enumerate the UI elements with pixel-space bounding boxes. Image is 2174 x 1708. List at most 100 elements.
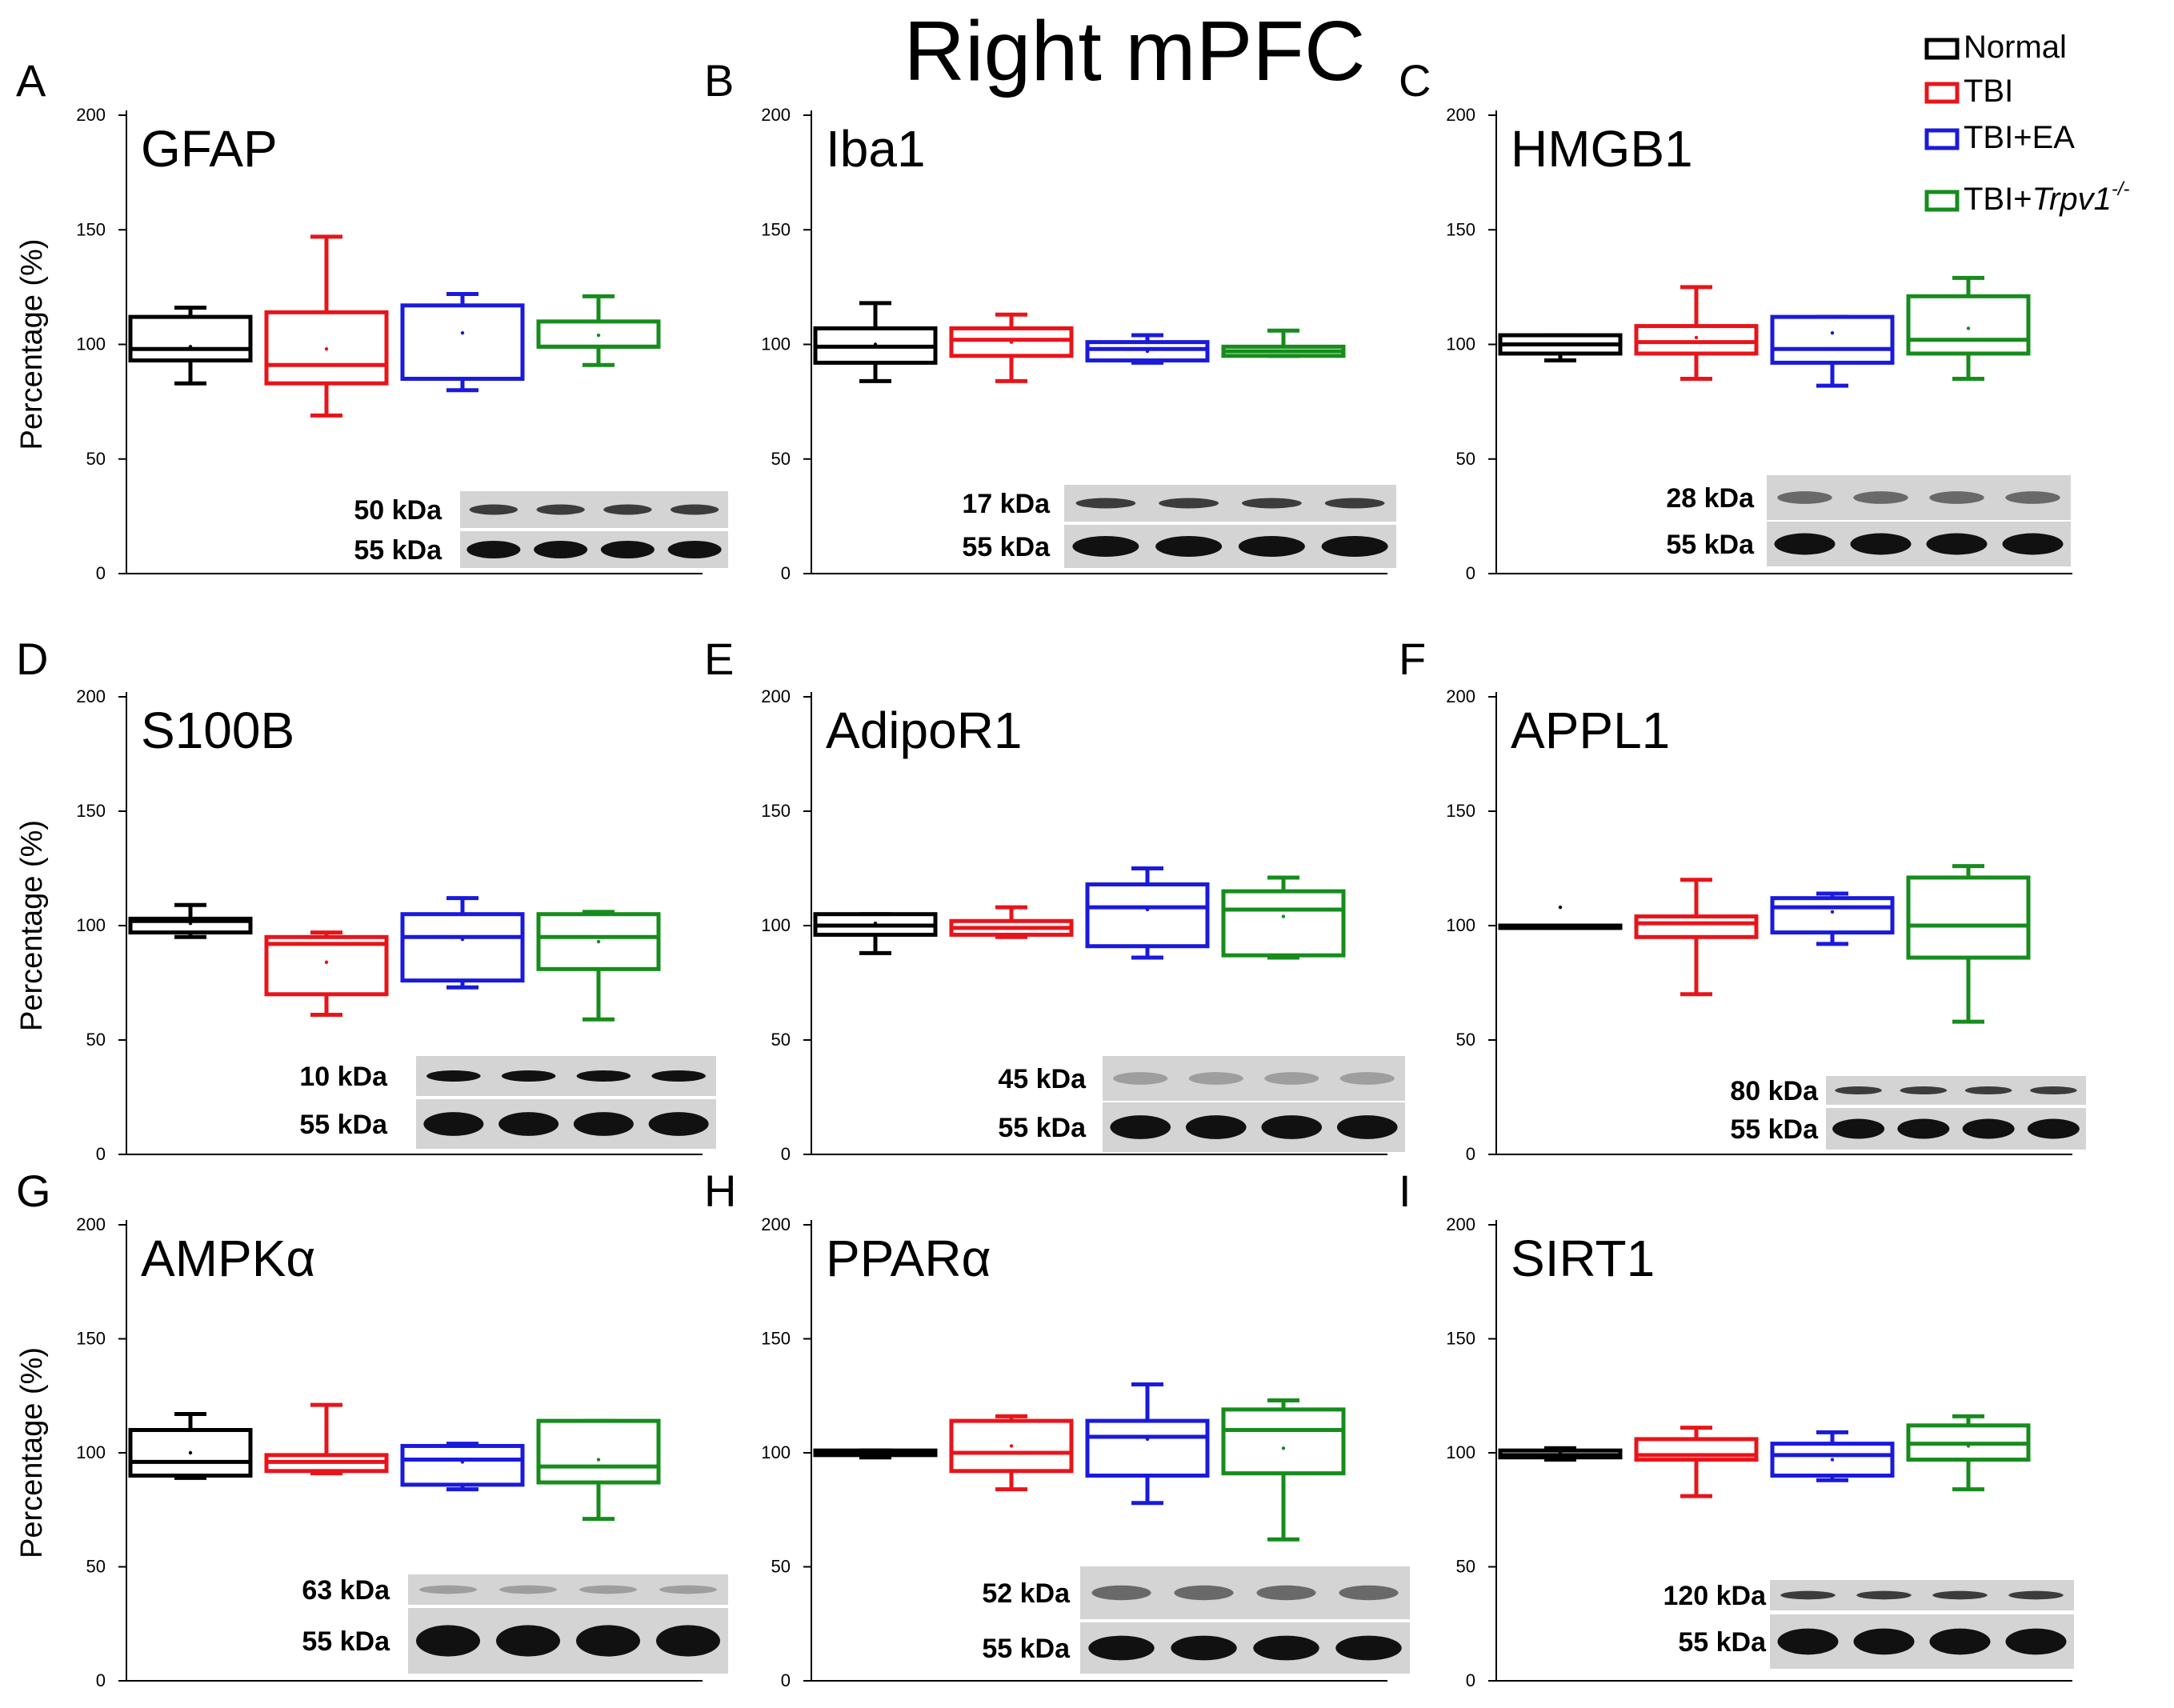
blot-label-loading: 55 kDa <box>1666 530 1755 560</box>
y-tick-label: 200 <box>76 686 106 706</box>
mean-marker <box>1281 349 1286 354</box>
blot-label-target: 28 kDa <box>1666 483 1755 514</box>
blot-band-target <box>469 504 518 515</box>
box-tbi-ea <box>1085 333 1210 365</box>
blot-band-target <box>603 504 652 515</box>
y-tick-label: 150 <box>1446 1329 1475 1349</box>
mean-marker <box>460 1460 465 1464</box>
y-tick-label: 50 <box>86 449 106 469</box>
box-iqr <box>1085 882 1210 949</box>
western-blot: 17 kDa 55 kDa <box>962 485 1396 568</box>
box-tbi <box>264 930 389 1018</box>
box-tbi-ea <box>1085 1382 1210 1506</box>
marker-title: AMPKα <box>141 1230 315 1287</box>
marker-title: AdipoR1 <box>826 702 1023 759</box>
y-tick-label: 50 <box>1456 1030 1475 1050</box>
box-normal <box>813 1448 938 1460</box>
blot-band-loading <box>1832 1118 1885 1139</box>
y-tick-label: 0 <box>781 1144 791 1164</box>
marker-title: PPARα <box>826 1230 991 1287</box>
mean-marker <box>1558 905 1563 910</box>
blot-band-loading <box>1110 1115 1171 1139</box>
western-blot: 45 kDa 55 kDa <box>998 1056 1405 1152</box>
panel-g: G 0 50 100 150 200 Percentage (%) AMPKα 63 kDa 55… <box>15 1166 728 1690</box>
mean-marker <box>1966 326 1971 330</box>
blot-band-loading <box>498 1112 559 1136</box>
blot-band-loading <box>2002 533 2064 555</box>
blot-label-target: 63 kDa <box>302 1575 390 1606</box>
blot-band-loading <box>416 1625 480 1657</box>
box-normal <box>1498 1446 1623 1462</box>
panel-e: E 0 50 100 150 200 AdipoR1 45 kDa 55 kDa <box>704 634 1405 1164</box>
blot-label-loading: 55 kDa <box>299 1110 388 1140</box>
panel-letter: I <box>1399 1166 1411 1216</box>
mean-marker <box>1830 1458 1835 1462</box>
blot-band-target <box>1264 1072 1319 1085</box>
blot-band-target <box>1964 1086 2012 1095</box>
box-iqr <box>1770 1442 1895 1478</box>
blot-band-loading <box>1774 533 1836 555</box>
blot-band-loading <box>2005 1628 2067 1655</box>
blot-band-loading <box>576 1625 640 1657</box>
box-tbi <box>1634 1426 1759 1498</box>
mean-marker <box>324 347 329 351</box>
mean-marker <box>596 1458 601 1462</box>
y-tick-label: 200 <box>761 686 791 706</box>
y-tick-label: 150 <box>76 219 106 239</box>
blot-band-target <box>1339 1072 1395 1085</box>
box-tbi-trpv1 <box>1221 1398 1346 1542</box>
blot-label-loading: 55 kDa <box>302 1626 390 1657</box>
y-tick-label: 200 <box>76 105 106 125</box>
blot-label-loading: 55 kDa <box>1678 1627 1767 1658</box>
blot-band-target <box>1339 1585 1399 1601</box>
mean-marker <box>1558 342 1563 346</box>
legend-label: TBI+EA <box>1964 120 2075 155</box>
box-tbi-ea <box>400 896 525 990</box>
panel-i: I 0 50 100 150 200 SIRT1 120 kDa 55 kDa <box>1399 1166 2074 1690</box>
legend: Normal TBI TBI+EA TBI+Trpv1-/- <box>1924 30 2130 217</box>
blot-band-target <box>1835 1086 1882 1095</box>
blot-band-loading <box>667 540 722 559</box>
blot-band-loading <box>1962 1118 2015 1139</box>
western-blot: 120 kDa 55 kDa <box>1663 1580 2074 1669</box>
y-tick-label: 150 <box>761 219 791 239</box>
blot-band-target <box>2005 491 2060 504</box>
box-tbi-ea <box>1770 1430 1895 1482</box>
blot-band-target <box>1188 1072 1243 1085</box>
y-tick-label: 200 <box>761 105 791 125</box>
legend-swatch <box>1924 38 1960 60</box>
y-tick-label: 100 <box>76 334 106 354</box>
blot-band-target <box>670 504 719 515</box>
box-tbi-trpv1 <box>536 1418 661 1522</box>
blot-band-loading <box>656 1625 720 1657</box>
marker-title: Iba1 <box>826 120 926 178</box>
marker-title: HMGB1 <box>1511 120 1693 178</box>
blot-band-target <box>2008 1590 2064 1600</box>
box-iqr <box>1221 1407 1346 1476</box>
blot-label-target: 120 kDa <box>1663 1581 1767 1611</box>
box-tbi <box>1634 285 1759 381</box>
y-tick-label: 100 <box>761 1442 791 1462</box>
box-normal <box>128 902 253 939</box>
blot-label-loading: 55 kDa <box>962 532 1051 562</box>
y-tick-label: 100 <box>1446 1442 1475 1462</box>
blot-band-loading <box>600 540 655 559</box>
blot-band-target <box>1856 1590 1912 1600</box>
box-tbi <box>949 905 1074 939</box>
box-tbi-trpv1 <box>536 910 661 1022</box>
y-tick-label: 50 <box>1456 449 1475 469</box>
legend-swatch <box>1924 128 1960 150</box>
marker-title: GFAP <box>141 120 278 178</box>
mean-marker <box>324 960 329 964</box>
box-normal <box>813 301 938 383</box>
panel-f: F 0 50 100 150 200 APPL1 80 kDa 55 kDa <box>1399 634 2086 1164</box>
box-iqr <box>128 1428 253 1478</box>
box-iqr <box>400 303 525 381</box>
blot-band-target <box>1777 491 1832 504</box>
y-tick-label: 150 <box>1446 801 1475 821</box>
mean-marker <box>873 1450 878 1455</box>
blot-band-loading <box>1850 533 1912 555</box>
box-iqr <box>1906 294 2031 356</box>
blot-band-loading <box>1088 1635 1155 1661</box>
mean-marker <box>1281 914 1286 918</box>
